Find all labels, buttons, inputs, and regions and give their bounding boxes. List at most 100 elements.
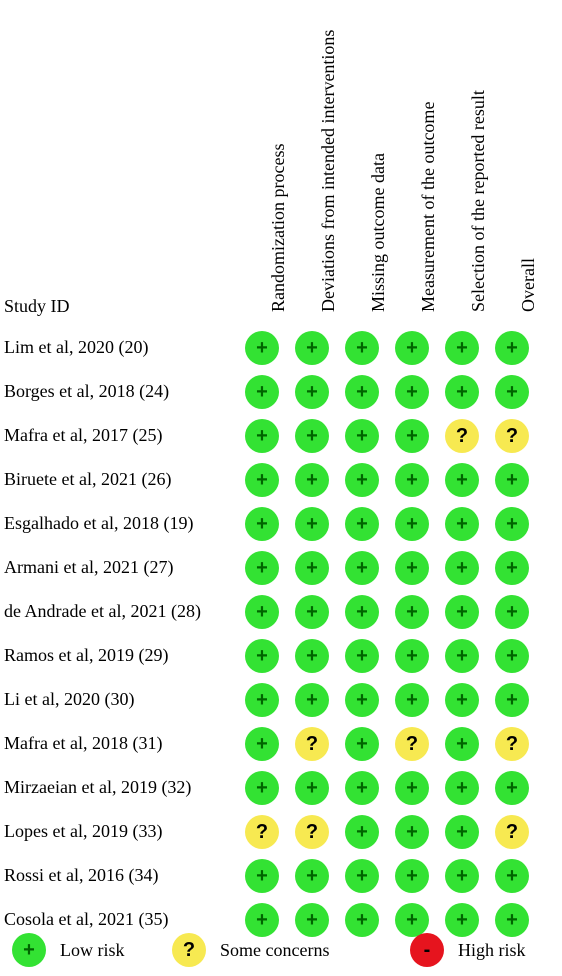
risk-dot-low: + [345,771,379,805]
row-header-title: Study ID [4,296,70,317]
risk-dot-low: + [495,331,529,365]
risk-dot-low: + [245,771,279,805]
risk-dot-low: + [295,595,329,629]
risk-dot-low: + [495,903,529,937]
study-label: Biruete et al, 2021 (26) [4,469,171,490]
study-label: Lim et al, 2020 (20) [4,337,148,358]
risk-dot-low: + [295,639,329,673]
risk-dot-low: + [345,903,379,937]
study-label: Cosola et al, 2021 (35) [4,909,168,930]
legend-item-low: + Low risk [12,933,125,967]
legend-item-some: ? Some concerns [172,933,329,967]
study-label: Armani et al, 2021 (27) [4,557,173,578]
study-label: Li et al, 2020 (30) [4,689,134,710]
risk-dot-low: + [495,551,529,585]
study-label: Borges et al, 2018 (24) [4,381,169,402]
risk-dot-low: + [395,463,429,497]
risk-dot-low: + [395,551,429,585]
study-label: Mirzaeian et al, 2019 (32) [4,777,191,798]
risk-dot-low: + [395,419,429,453]
risk-dot-low: + [495,463,529,497]
risk-dot-low: + [245,639,279,673]
risk-dot-some: ? [295,727,329,761]
risk-of-bias-chart: Randomization process Deviations from int… [0,0,562,976]
risk-dot-low: + [295,771,329,805]
risk-dot-low: + [245,507,279,541]
risk-dot-low: + [295,419,329,453]
risk-dot-low: + [395,815,429,849]
risk-dot-some: ? [495,419,529,453]
risk-dot-low: + [395,639,429,673]
risk-dot-low: + [345,463,379,497]
risk-dot-low: + [245,375,279,409]
risk-dot-some: ? [245,815,279,849]
risk-dot-low: + [495,375,529,409]
risk-dot-low: + [495,507,529,541]
risk-dot-low: + [395,331,429,365]
legend-dot-high: - [410,933,444,967]
risk-dot-low: + [445,595,479,629]
risk-dot-low: + [345,595,379,629]
risk-dot-low: + [245,551,279,585]
risk-dot-low: + [445,859,479,893]
risk-dot-low: + [445,903,479,937]
legend-item-high: -High risk [410,933,526,967]
risk-dot-low: + [245,419,279,453]
risk-dot-low: + [345,683,379,717]
risk-dot-low: + [445,683,479,717]
column-header: Deviations from intended interventions [318,30,339,312]
risk-dot-low: + [445,727,479,761]
risk-dot-low: + [345,507,379,541]
risk-dot-low: + [395,595,429,629]
study-label: Esgalhado et al, 2018 (19) [4,513,193,534]
risk-dot-low: + [345,551,379,585]
risk-dot-low: + [395,375,429,409]
risk-dot-low: + [445,463,479,497]
risk-dot-low: + [245,903,279,937]
risk-dot-low: + [495,595,529,629]
risk-dot-low: + [395,903,429,937]
legend-dot-some: ? [172,933,206,967]
risk-dot-some: ? [445,419,479,453]
risk-dot-some: ? [495,815,529,849]
risk-dot-some: ? [495,727,529,761]
risk-dot-low: + [295,463,329,497]
column-header: Overall [518,258,539,312]
risk-dot-low: + [395,771,429,805]
study-label: de Andrade et al, 2021 (28) [4,601,201,622]
legend-dot-low: + [12,933,46,967]
risk-dot-low: + [495,859,529,893]
risk-dot-low: + [445,331,479,365]
column-header: Selection of the reported result [468,90,489,312]
risk-dot-low: + [245,859,279,893]
risk-dot-low: + [345,727,379,761]
study-label: Lopes et al, 2019 (33) [4,821,162,842]
risk-dot-low: + [295,375,329,409]
legend-label: High risk [458,940,526,961]
risk-dot-low: + [445,551,479,585]
risk-dot-low: + [295,903,329,937]
risk-dot-low: + [245,683,279,717]
column-header: Randomization process [268,144,289,312]
legend-label: Low risk [60,940,125,961]
risk-dot-some: ? [295,815,329,849]
risk-dot-some: ? [395,727,429,761]
column-header: Measurement of the outcome [418,102,439,312]
risk-dot-low: + [495,683,529,717]
risk-dot-low: + [395,859,429,893]
risk-dot-low: + [245,595,279,629]
risk-dot-low: + [445,375,479,409]
legend-label: Some concerns [220,940,329,961]
risk-dot-low: + [445,639,479,673]
risk-dot-low: + [295,331,329,365]
study-label: Mafra et al, 2017 (25) [4,425,162,446]
risk-dot-low: + [245,727,279,761]
risk-dot-low: + [395,683,429,717]
risk-dot-low: + [395,507,429,541]
study-label: Ramos et al, 2019 (29) [4,645,168,666]
risk-dot-low: + [345,331,379,365]
risk-dot-low: + [345,419,379,453]
study-label: Mafra et al, 2018 (31) [4,733,162,754]
column-header: Missing outcome data [368,153,389,312]
risk-dot-low: + [495,639,529,673]
